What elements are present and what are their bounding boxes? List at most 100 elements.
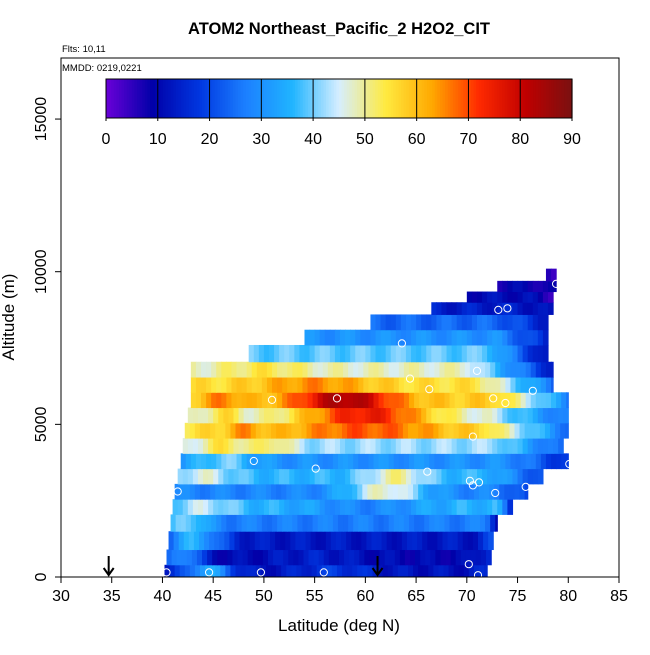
heat-cell — [224, 531, 231, 551]
heat-cell — [331, 564, 338, 578]
heat-cell — [487, 499, 493, 515]
heat-cell — [286, 422, 292, 439]
heat-cell — [302, 453, 309, 470]
heat-cell — [411, 329, 417, 346]
heat-cell — [365, 438, 372, 454]
heat-cell — [212, 549, 218, 566]
heatmap-cells — [164, 268, 569, 578]
heat-cell — [515, 361, 522, 378]
heat-cell — [353, 453, 359, 470]
heat-cell — [476, 302, 483, 315]
heat-cell — [438, 422, 445, 439]
heat-cell — [312, 361, 319, 378]
heat-cell — [294, 344, 301, 363]
heat-cell — [402, 422, 409, 439]
sample-point — [311, 464, 320, 473]
heat-cell — [545, 377, 552, 393]
heat-cell — [318, 549, 325, 566]
heat-cell — [517, 314, 524, 331]
heat-cell — [547, 280, 554, 293]
heat-cell — [245, 483, 252, 500]
heat-cell — [280, 531, 286, 551]
heat-cell — [436, 314, 443, 331]
heat-cell — [190, 392, 197, 409]
heat-cell — [507, 302, 514, 315]
heat-cell — [400, 407, 407, 424]
colorbar-segment — [561, 79, 565, 118]
heat-cell — [524, 422, 531, 439]
heat-cell — [268, 438, 275, 454]
heat-cell — [194, 564, 201, 578]
heat-cell — [537, 291, 544, 303]
heat-cell — [385, 438, 392, 454]
heat-cell — [360, 344, 366, 363]
heat-cell — [451, 407, 458, 424]
heat-cell — [439, 514, 446, 532]
heat-cell — [263, 438, 270, 454]
heat-cell — [320, 531, 327, 551]
heat-cell — [260, 483, 267, 500]
heat-cell — [478, 483, 485, 500]
heat-cell — [244, 531, 251, 551]
heat-cell — [474, 377, 481, 393]
heat-cell — [471, 291, 478, 303]
heat-cell — [395, 438, 402, 454]
heat-cell — [225, 483, 232, 500]
sample-point — [494, 305, 503, 314]
heat-cell — [487, 329, 493, 346]
heat-cell — [232, 549, 239, 566]
heat-cell — [497, 438, 503, 454]
heat-cell — [284, 499, 290, 515]
heat-cell — [264, 531, 271, 551]
heat-cell — [558, 407, 564, 424]
heat-cell — [229, 531, 236, 551]
heat-cell — [389, 549, 396, 566]
heat-cell — [449, 453, 456, 470]
colorbar-segment — [139, 79, 143, 118]
heat-cell — [223, 407, 229, 424]
heat-cell — [403, 453, 410, 470]
heat-cell — [334, 468, 341, 485]
heat-cell — [291, 483, 297, 500]
colorbar-segment — [452, 79, 457, 118]
heat-cell — [482, 499, 488, 515]
heat-cell — [283, 549, 289, 566]
heat-cell — [478, 564, 485, 578]
heat-cell — [415, 549, 421, 566]
colorbar-segment — [367, 79, 371, 118]
colorbar-segment — [196, 79, 200, 118]
heat-cell — [201, 377, 207, 393]
heat-cell — [255, 483, 262, 500]
heat-cell — [560, 422, 566, 439]
heat-cell — [350, 438, 356, 454]
heat-cell — [332, 514, 339, 532]
heat-cell — [217, 549, 223, 566]
heat-cell — [485, 453, 491, 470]
colorbar-segment — [548, 79, 552, 118]
heat-cell — [337, 392, 344, 409]
heat-cell — [471, 499, 478, 515]
colorbar-segment — [370, 79, 374, 118]
heat-cell — [193, 531, 200, 551]
heat-cell — [312, 514, 319, 532]
heat-cell — [391, 531, 398, 551]
heat-cell — [337, 361, 344, 378]
heat-cell — [487, 438, 493, 454]
heat-cell — [268, 468, 275, 485]
heat-cell — [524, 483, 529, 500]
heat-cell — [302, 361, 309, 378]
heat-cell — [537, 280, 544, 293]
colorbar-segment — [209, 79, 213, 118]
heat-cell — [213, 499, 219, 515]
sample-point — [332, 394, 342, 403]
heat-cell — [177, 468, 184, 485]
heat-cell — [458, 564, 465, 578]
heat-cell — [352, 422, 358, 439]
heat-cell — [373, 514, 380, 532]
heat-cell — [510, 377, 517, 393]
heat-cell — [436, 499, 443, 515]
colorbar-segment — [416, 79, 420, 118]
heat-cell — [343, 453, 349, 470]
heat-cell — [385, 344, 392, 363]
heat-cell — [392, 422, 399, 439]
